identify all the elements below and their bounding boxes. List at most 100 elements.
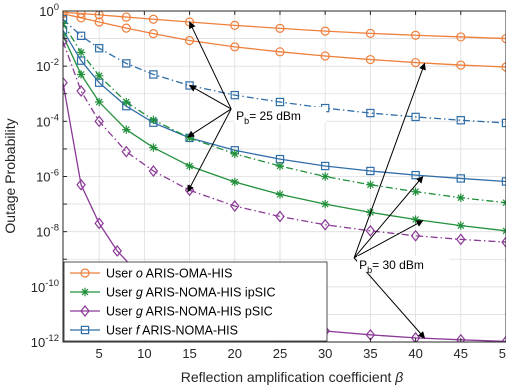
data-point bbox=[456, 333, 466, 342]
data-point bbox=[275, 161, 285, 171]
data-point bbox=[456, 116, 465, 125]
data-point bbox=[365, 54, 375, 65]
annotation-sub: b bbox=[367, 265, 372, 275]
data-point bbox=[94, 44, 104, 53]
legend-box bbox=[63, 261, 328, 342]
annotation-label: Pb= 30 dBm bbox=[359, 258, 424, 275]
x-tick-label: 10 bbox=[137, 346, 151, 361]
series-star-5 bbox=[63, 31, 506, 236]
x-tick-label: 15 bbox=[182, 346, 196, 361]
data-point bbox=[94, 217, 104, 230]
data-point bbox=[366, 180, 375, 189]
data-point bbox=[501, 236, 506, 249]
data-point bbox=[320, 218, 330, 231]
y-axis-label: Outage Probability bbox=[2, 118, 18, 233]
legend-label-post: ARIS-NOMA-HIS pSIC bbox=[143, 305, 273, 319]
data-point bbox=[275, 23, 285, 33]
annotation-label: Pb= 25 dBm bbox=[236, 109, 301, 126]
annotation-arrow bbox=[353, 175, 424, 259]
series-line bbox=[63, 13, 506, 68]
legend-swatch-marker bbox=[80, 287, 90, 297]
x-tick-label: 5 bbox=[96, 346, 103, 361]
y-tick-base: 10 bbox=[36, 114, 50, 129]
y-tick-exponent: -2 bbox=[51, 57, 59, 68]
y-tick-label: 10-8 bbox=[36, 223, 59, 240]
legend-label: User o ARIS-OMA-HIS bbox=[106, 267, 232, 281]
legend-entry-1: User g ARIS-NOMA-HIS ipSIC bbox=[70, 286, 276, 300]
data-point bbox=[410, 229, 421, 242]
data-point bbox=[149, 143, 158, 152]
legend-label-post: ARIS-NOMA-HIS bbox=[139, 324, 238, 338]
data-point bbox=[121, 145, 132, 158]
legend-label-user: f bbox=[136, 324, 141, 338]
y-tick-base: 10 bbox=[39, 4, 53, 19]
legend-label-user: g bbox=[136, 286, 143, 300]
data-point bbox=[121, 23, 131, 33]
x-axis-label-symbol: β bbox=[394, 369, 403, 385]
x-axis-label: Reflection amplification coefficient β bbox=[181, 369, 404, 385]
data-point bbox=[456, 32, 466, 42]
data-point bbox=[230, 90, 239, 100]
data-point bbox=[411, 187, 420, 196]
series-line bbox=[63, 41, 506, 243]
data-point bbox=[456, 193, 465, 202]
data-point bbox=[411, 215, 420, 224]
data-point bbox=[320, 51, 330, 61]
series-diamond-6 bbox=[63, 35, 506, 249]
x-axis-label-text: Reflection amplification coefficient bbox=[181, 369, 392, 385]
data-point bbox=[63, 76, 68, 89]
data-point bbox=[94, 71, 104, 81]
y-tick-label: 10-10 bbox=[31, 278, 59, 295]
x-tick-label: 40 bbox=[408, 346, 422, 361]
series-circle-1 bbox=[63, 11, 506, 72]
annotation-arrow bbox=[189, 21, 232, 110]
data-point bbox=[366, 166, 375, 176]
axis-ticks: 510152025303540455010010-210-410-610-810… bbox=[31, 2, 506, 361]
legend-label: User g ARIS-NOMA-HIS pSIC bbox=[106, 305, 273, 319]
data-point bbox=[275, 97, 285, 107]
legend-label-pre: User bbox=[106, 305, 136, 319]
y-tick-base: 10 bbox=[31, 335, 45, 350]
data-point bbox=[230, 200, 240, 212]
annotation-base: P bbox=[236, 109, 244, 123]
y-tick-label: 10-4 bbox=[36, 112, 59, 129]
y-tick-label: 100 bbox=[39, 2, 59, 19]
y-tick-base: 10 bbox=[36, 59, 50, 74]
annotation-sub: b bbox=[244, 116, 249, 126]
legend-label: User g ARIS-NOMA-HIS ipSIC bbox=[106, 286, 276, 300]
series-line bbox=[63, 18, 506, 124]
x-tick-label: 35 bbox=[363, 346, 377, 361]
data-point bbox=[365, 224, 376, 237]
data-point bbox=[411, 112, 420, 122]
annotation-arrow bbox=[187, 108, 232, 138]
data-point bbox=[230, 177, 239, 187]
legend-label-user: o bbox=[136, 267, 143, 281]
data-point bbox=[94, 17, 104, 27]
data-point bbox=[148, 165, 159, 177]
annotation-arrow bbox=[187, 108, 232, 193]
data-point bbox=[410, 30, 421, 40]
data-point bbox=[320, 172, 330, 181]
y-tick-exponent: -8 bbox=[51, 223, 59, 234]
legend: User o ARIS-OMA-HIS User g ARIS-NOMA-HIS … bbox=[63, 261, 328, 342]
y-tick-base: 10 bbox=[36, 225, 50, 240]
annotation-arrow bbox=[188, 85, 232, 110]
data-point bbox=[76, 85, 86, 97]
data-point bbox=[365, 28, 375, 38]
legend-entry-3: User f ARIS-NOMA-HIS bbox=[70, 324, 238, 338]
data-point bbox=[112, 245, 123, 257]
data-point bbox=[275, 210, 285, 223]
data-point bbox=[94, 11, 104, 20]
data-point bbox=[94, 115, 104, 128]
annotation-arrow bbox=[353, 220, 424, 259]
data-point bbox=[230, 149, 239, 159]
y-tick-exponent: -6 bbox=[51, 168, 59, 179]
data-point bbox=[76, 70, 86, 79]
annotation-bg bbox=[357, 255, 450, 272]
data-point bbox=[230, 42, 240, 52]
data-point bbox=[456, 233, 466, 246]
legend-label-post: ARIS-OMA-HIS bbox=[143, 267, 233, 281]
legend-swatch-marker bbox=[80, 305, 90, 317]
data-point bbox=[320, 26, 330, 36]
